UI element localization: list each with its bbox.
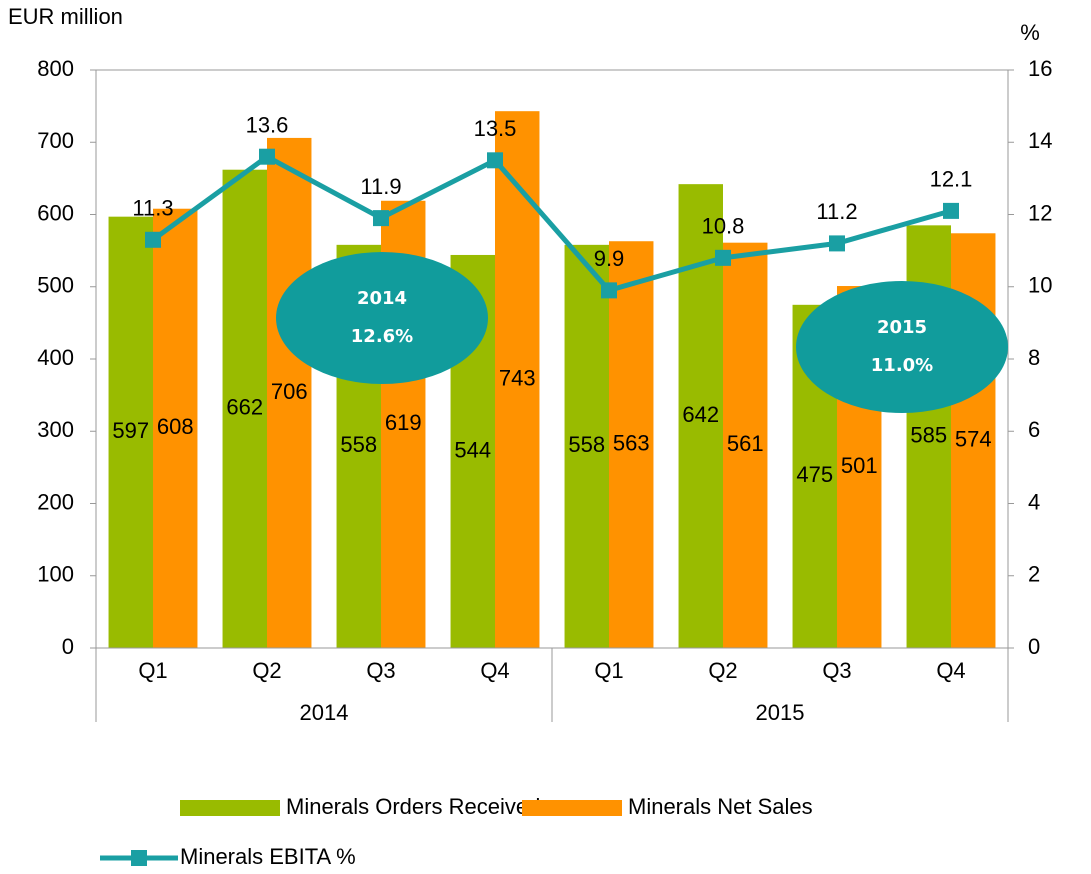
bar-label: 558 <box>568 432 605 457</box>
bar-label: 743 <box>499 365 536 390</box>
line-marker <box>259 148 275 165</box>
bar-label: 544 <box>454 437 491 462</box>
x-tick-label: Q2 <box>708 658 737 683</box>
group-label: 2014 <box>300 700 349 725</box>
bar <box>267 137 312 649</box>
legend-label: Minerals Orders Received <box>286 794 540 819</box>
x-tick-label: Q4 <box>480 658 509 683</box>
y2-tick-label: 6 <box>1028 417 1040 442</box>
y-tick-label: 300 <box>37 417 74 442</box>
y2-tick-label: 14 <box>1028 128 1052 153</box>
line-label: 11.3 <box>132 196 173 221</box>
y2-axis-label: % <box>1020 20 1040 45</box>
line-marker <box>487 152 503 169</box>
x-tick-label: Q2 <box>252 658 281 683</box>
legend-swatch <box>131 850 147 866</box>
annotation-bubble <box>796 281 1008 413</box>
bar-label: 619 <box>385 410 422 435</box>
bar <box>723 242 768 649</box>
x-tick-label: Q4 <box>936 658 965 683</box>
bar-label: 608 <box>157 414 194 439</box>
y2-tick-label: 10 <box>1028 273 1052 298</box>
bar <box>609 241 654 649</box>
line-label: 11.9 <box>360 174 401 199</box>
line-marker <box>943 202 959 219</box>
y-tick-label: 100 <box>37 562 74 587</box>
bar-label: 475 <box>796 462 833 487</box>
bar-label: 501 <box>841 453 878 478</box>
line-label: 13.6 <box>246 113 289 138</box>
line-marker <box>373 210 389 227</box>
line-marker <box>715 249 731 266</box>
y-tick-label: 0 <box>62 634 74 659</box>
x-tick-label: Q1 <box>138 658 167 683</box>
bar-label: 561 <box>727 431 764 456</box>
y-tick-label: 400 <box>37 345 74 370</box>
bar <box>222 169 267 648</box>
bar-label: 574 <box>955 426 992 451</box>
line-marker <box>145 231 161 248</box>
annotation-text: 11.0% <box>871 355 933 376</box>
line-label: 10.8 <box>702 214 745 239</box>
y2-tick-label: 4 <box>1028 489 1040 514</box>
bar-label: 662 <box>226 395 263 420</box>
bar-label: 563 <box>613 430 650 455</box>
annotation-text: 2015 <box>877 317 927 338</box>
line <box>151 153 952 294</box>
annotation-text: 12.6% <box>351 326 413 347</box>
bar-label: 642 <box>682 402 719 427</box>
legend-swatch <box>522 800 622 816</box>
legend-label: Minerals Net Sales <box>628 794 813 819</box>
y-tick-label: 200 <box>37 489 74 514</box>
line-label: 13.5 <box>474 116 517 141</box>
x-tick-label: Q3 <box>366 658 395 683</box>
bar <box>108 216 153 649</box>
bar-label: 597 <box>112 418 149 443</box>
y-tick-label: 500 <box>37 273 74 298</box>
bar <box>564 244 609 648</box>
line-label: 12.1 <box>930 167 973 192</box>
line-marker <box>601 282 617 299</box>
y2-tick-label: 8 <box>1028 345 1040 370</box>
annotation-bubble <box>276 252 488 384</box>
legend-swatch <box>180 800 280 816</box>
legend-label: Minerals EBITA % <box>180 844 356 869</box>
bar-label: 706 <box>271 379 308 404</box>
line-label: 11.2 <box>816 199 857 224</box>
y-tick-label: 600 <box>37 200 74 225</box>
y2-tick-label: 16 <box>1028 56 1052 81</box>
bar-label: 585 <box>910 422 947 447</box>
y-tick-label: 800 <box>37 56 74 81</box>
line-marker <box>829 235 845 252</box>
y2-tick-label: 12 <box>1028 200 1052 225</box>
line-label: 9.9 <box>594 246 625 271</box>
bar-label: 558 <box>340 432 377 457</box>
group-label: 2015 <box>756 700 805 725</box>
y-tick-label: 700 <box>37 128 74 153</box>
x-tick-label: Q3 <box>822 658 851 683</box>
annotation-text: 2014 <box>357 288 407 309</box>
bar <box>153 208 198 648</box>
y2-tick-label: 0 <box>1028 634 1040 659</box>
x-tick-label: Q1 <box>594 658 623 683</box>
y2-tick-label: 2 <box>1028 562 1040 587</box>
y-axis-label: EUR million <box>8 4 123 29</box>
